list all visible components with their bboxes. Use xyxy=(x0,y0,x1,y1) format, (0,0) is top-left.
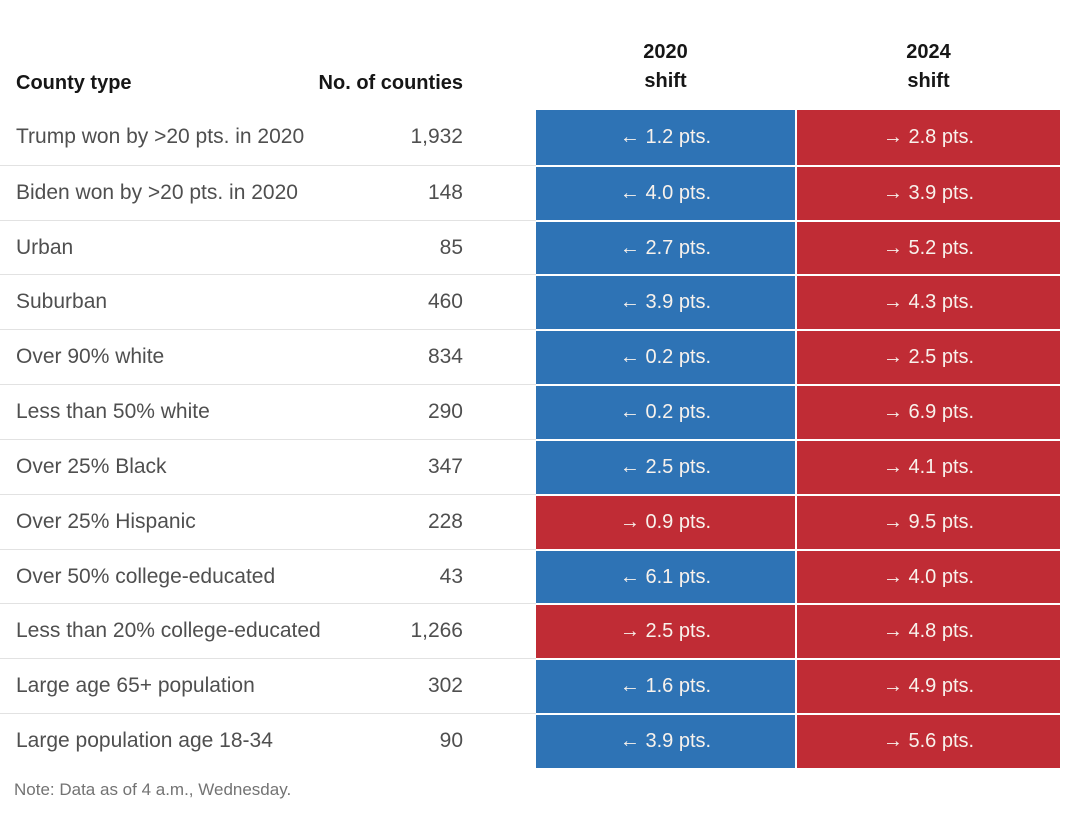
shift-2020-cell: ← 4.0 pts. xyxy=(536,164,795,220)
county-count-value: 290 xyxy=(427,400,463,424)
county-count-value: 347 xyxy=(427,454,463,478)
county-type-label: Trump won by >20 pts. in 2020 xyxy=(16,125,305,149)
shift-2020-cell: ← 2.7 pts. xyxy=(536,219,795,275)
shift-2024-cell: → 5.2 pts. xyxy=(797,219,1060,275)
shift-2024-cell: → 2.5 pts. xyxy=(797,329,1060,385)
county-type-label: Over 25% Hispanic xyxy=(16,509,196,533)
county-type-label: Biden won by >20 pts. in 2020 xyxy=(16,180,298,204)
shift-2024-cell: → 9.5 pts. xyxy=(797,493,1060,549)
row-left-section: Over 90% white 834 xyxy=(0,329,536,385)
source-note: Note: Data as of 4 a.m., Wednesday. xyxy=(14,780,292,799)
county-type-label: Less than 20% college-educated xyxy=(16,619,321,643)
row-left-section: Urban 85 xyxy=(0,219,536,275)
shift-2020-cell: → 2.5 pts. xyxy=(536,603,795,659)
shift-2020-cell: ← 2.5 pts. xyxy=(536,438,795,494)
county-type-label: Less than 50% white xyxy=(16,400,210,424)
table-row: Urban 85 ← 2.7 pts. → 5.2 pts. xyxy=(0,219,1069,275)
county-count-value: 302 xyxy=(427,674,463,698)
shift-2020-cell: ← 1.2 pts. xyxy=(536,110,795,165)
table-row: Trump won by >20 pts. in 2020 1,932 ← 1.… xyxy=(0,110,1069,165)
shift-2024-cell: → 4.0 pts. xyxy=(797,548,1060,604)
row-left-section: Biden won by >20 pts. in 2020 148 xyxy=(0,164,536,220)
county-count-value: 834 xyxy=(427,345,463,369)
column-header-2020-shift: 2020 shift xyxy=(536,38,795,96)
county-count-value: 148 xyxy=(427,180,463,204)
table-row: Less than 20% college-educated 1,266 → 2… xyxy=(0,603,1069,659)
header-2024-year: 2024 xyxy=(906,41,951,63)
shift-2024-cell: → 3.9 pts. xyxy=(797,164,1060,220)
column-header-no-of-counties: No. of counties xyxy=(318,72,463,94)
table-row: Less than 50% white 290 ← 0.2 pts. → 6.9… xyxy=(0,384,1069,439)
row-left-section: Less than 50% white 290 xyxy=(0,384,536,439)
county-type-label: Over 90% white xyxy=(16,345,165,369)
county-count-value: 460 xyxy=(427,290,463,314)
header-2024-shift-word: shift xyxy=(907,70,950,92)
table-row: Large population age 18-34 90 ← 3.9 pts.… xyxy=(0,713,1069,768)
county-type-label: Large population age 18-34 xyxy=(16,729,273,753)
row-left-section: Over 25% Black 347 xyxy=(0,438,536,494)
row-left-section: Suburban 460 xyxy=(0,274,536,330)
shift-2020-cell: ← 6.1 pts. xyxy=(536,548,795,604)
shift-2020-cell: ← 0.2 pts. xyxy=(536,384,795,439)
county-count-value: 43 xyxy=(439,564,463,588)
table-row: Large age 65+ population 302 ← 1.6 pts. … xyxy=(0,658,1069,714)
row-left-section: Large age 65+ population 302 xyxy=(0,658,536,714)
row-left-section: Large population age 18-34 90 xyxy=(0,713,536,768)
table-row: Suburban 460 ← 3.9 pts. → 4.3 pts. xyxy=(0,274,1069,330)
county-type-label: Suburban xyxy=(16,290,108,314)
header-2020-year: 2020 xyxy=(643,41,688,63)
county-count-value: 1,932 xyxy=(410,125,463,149)
column-header-county-type: County type xyxy=(16,72,132,94)
table-row: Biden won by >20 pts. in 2020 148 ← 4.0 … xyxy=(0,164,1069,220)
shift-2024-cell: → 4.9 pts. xyxy=(797,658,1060,714)
shift-2020-cell: → 0.9 pts. xyxy=(536,493,795,549)
shift-2024-cell: → 2.8 pts. xyxy=(797,110,1060,165)
header-2020-shift-word: shift xyxy=(644,70,687,92)
shift-2020-cell: ← 3.9 pts. xyxy=(536,713,795,768)
shift-2024-cell: → 4.3 pts. xyxy=(797,274,1060,330)
table-row: Over 50% college-educated 43 ← 6.1 pts. … xyxy=(0,548,1069,604)
table-row: Over 90% white 834 ← 0.2 pts. → 2.5 pts. xyxy=(0,329,1069,385)
table-row: Over 25% Hispanic 228 → 0.9 pts. → 9.5 p… xyxy=(0,493,1069,549)
row-left-section: Over 25% Hispanic 228 xyxy=(0,493,536,549)
table-row: Over 25% Black 347 ← 2.5 pts. → 4.1 pts. xyxy=(0,438,1069,494)
county-count-value: 1,266 xyxy=(410,619,463,643)
county-type-label: Over 25% Black xyxy=(16,454,167,478)
county-type-label: Urban xyxy=(16,235,74,259)
county-count-value: 90 xyxy=(439,729,463,753)
shift-2024-cell: → 6.9 pts. xyxy=(797,384,1060,439)
county-count-value: 228 xyxy=(427,509,463,533)
column-header-2024-shift: 2024 shift xyxy=(797,38,1060,96)
shift-2024-cell: → 5.6 pts. xyxy=(797,713,1060,768)
row-left-section: Less than 20% college-educated 1,266 xyxy=(0,603,536,659)
county-type-label: Over 50% college-educated xyxy=(16,564,276,588)
shift-2020-cell: ← 1.6 pts. xyxy=(536,658,795,714)
county-type-label: Large age 65+ population xyxy=(16,674,255,698)
shift-2020-cell: ← 3.9 pts. xyxy=(536,274,795,330)
shift-2024-cell: → 4.8 pts. xyxy=(797,603,1060,659)
table-body: Trump won by >20 pts. in 2020 1,932 ← 1.… xyxy=(0,110,1069,768)
row-left-section: Over 50% college-educated 43 xyxy=(0,548,536,604)
shift-2020-cell: ← 0.2 pts. xyxy=(536,329,795,385)
row-left-section: Trump won by >20 pts. in 2020 1,932 xyxy=(0,110,536,165)
county-count-value: 85 xyxy=(439,235,463,259)
shift-2024-cell: → 4.1 pts. xyxy=(797,438,1060,494)
